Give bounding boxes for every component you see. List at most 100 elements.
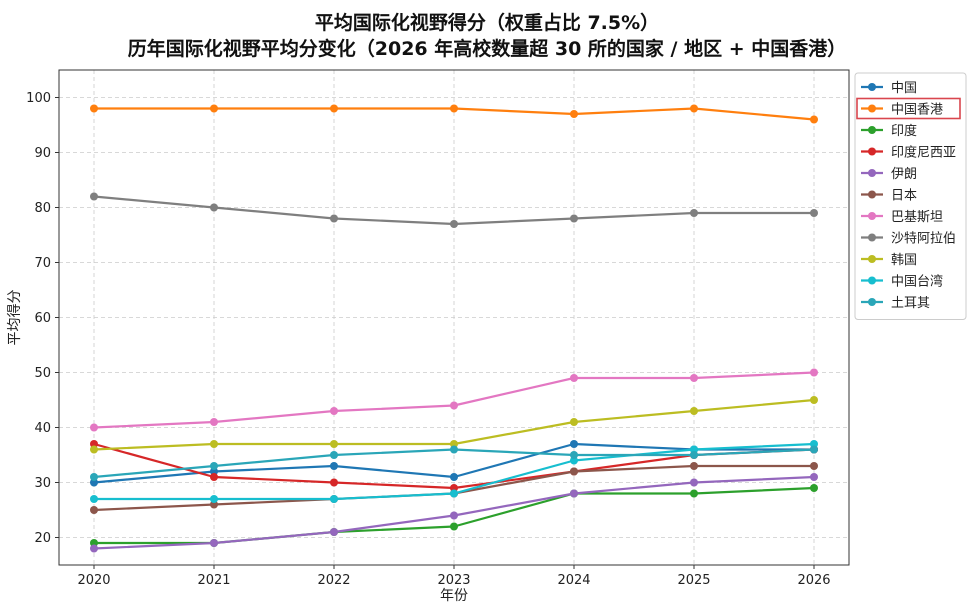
y-tick-label: 80	[34, 201, 51, 216]
x-tick-label: 2020	[77, 573, 110, 588]
data-point	[450, 489, 458, 498]
data-point	[690, 478, 698, 487]
y-tick-label: 70	[34, 256, 51, 271]
series-10	[90, 445, 818, 481]
data-point	[210, 203, 218, 212]
legend-label: 巴基斯坦	[891, 210, 943, 225]
legend-label: 沙特阿拉伯	[891, 232, 956, 247]
data-point	[90, 440, 98, 448]
legend-label: 土耳其	[891, 296, 930, 311]
series-group	[90, 104, 818, 553]
data-point	[810, 209, 818, 217]
data-point	[210, 500, 218, 509]
legend-marker	[868, 190, 876, 199]
data-point	[690, 445, 698, 454]
legend-label: 伊朗	[891, 167, 917, 182]
data-point	[90, 506, 98, 514]
series-8	[90, 396, 818, 454]
data-point	[330, 104, 338, 113]
legend-marker	[868, 276, 876, 285]
data-point	[810, 396, 818, 404]
series-1	[90, 104, 818, 124]
x-tick-label: 2025	[677, 573, 710, 588]
data-point	[570, 451, 578, 459]
data-point	[810, 473, 818, 481]
legend-label: 中国台湾	[891, 274, 943, 290]
x-tick-label: 2021	[197, 573, 230, 588]
data-point	[690, 374, 698, 382]
data-point	[450, 220, 458, 228]
y-tick-label: 90	[34, 146, 51, 161]
legend-label: 印度	[891, 123, 917, 139]
data-point	[330, 214, 338, 223]
data-point	[210, 462, 218, 470]
data-point	[90, 544, 98, 553]
data-point	[450, 522, 458, 531]
data-point	[810, 440, 818, 448]
axes: 20 30 40 50 60 70 80 90 100 2020 2021 2022 2023 2024 2…	[26, 91, 830, 588]
y-tick-label: 100	[26, 91, 51, 106]
data-point	[450, 445, 458, 454]
series-6	[90, 368, 818, 432]
data-point	[210, 418, 218, 426]
legend-label: 中国香港	[891, 103, 943, 118]
data-point	[450, 484, 458, 492]
data-point	[450, 440, 458, 448]
x-tick-label: 2022	[317, 573, 350, 588]
data-point	[330, 528, 338, 536]
data-point	[90, 192, 98, 201]
legend-label: 中国	[891, 81, 917, 96]
x-axis-label: 年份	[440, 588, 468, 604]
data-point	[570, 467, 578, 476]
legend-marker	[868, 147, 876, 156]
data-point	[90, 495, 98, 503]
data-point	[570, 214, 578, 223]
data-point	[330, 407, 338, 415]
y-tick-label: 30	[34, 476, 51, 491]
legend-marker	[868, 126, 876, 134]
legend-label: 日本	[891, 189, 917, 204]
y-tick-label: 20	[34, 531, 51, 546]
y-tick-label: 60	[34, 311, 51, 326]
data-point	[90, 445, 98, 454]
data-point	[690, 462, 698, 470]
data-point	[690, 489, 698, 498]
y-tick-label: 50	[34, 366, 51, 381]
legend-marker	[868, 233, 876, 242]
legend-marker	[868, 83, 876, 91]
data-point	[810, 115, 818, 124]
data-point	[570, 456, 578, 465]
x-tick-label: 2023	[437, 573, 470, 588]
data-point	[90, 104, 98, 113]
legend-marker	[868, 104, 876, 113]
series-4	[90, 473, 818, 553]
data-point	[210, 104, 218, 113]
data-point	[690, 209, 698, 217]
data-point	[210, 467, 218, 476]
data-point	[570, 110, 578, 118]
data-point	[570, 374, 578, 382]
legend-box	[854, 72, 967, 320]
data-point	[90, 423, 98, 432]
data-point	[330, 478, 338, 487]
legend-marker	[868, 169, 876, 177]
chart-subtitle: 历年国际化视野平均分变化（2026 年高校数量超 30 所的国家 / 地区 + …	[127, 38, 847, 60]
data-point	[690, 451, 698, 459]
x-tick-label: 2024	[557, 573, 590, 588]
data-point	[330, 440, 338, 448]
data-point	[570, 489, 578, 498]
data-point	[210, 495, 218, 503]
legend-marker	[868, 212, 876, 220]
data-point	[810, 484, 818, 492]
data-point	[810, 462, 818, 470]
data-point	[450, 104, 458, 113]
legend-marker	[868, 255, 876, 263]
data-point	[210, 539, 218, 547]
legend-label: 印度尼西亚	[891, 145, 956, 161]
data-point	[450, 401, 458, 410]
data-point	[690, 407, 698, 415]
y-tick-label: 40	[34, 421, 51, 436]
data-point	[90, 478, 98, 487]
